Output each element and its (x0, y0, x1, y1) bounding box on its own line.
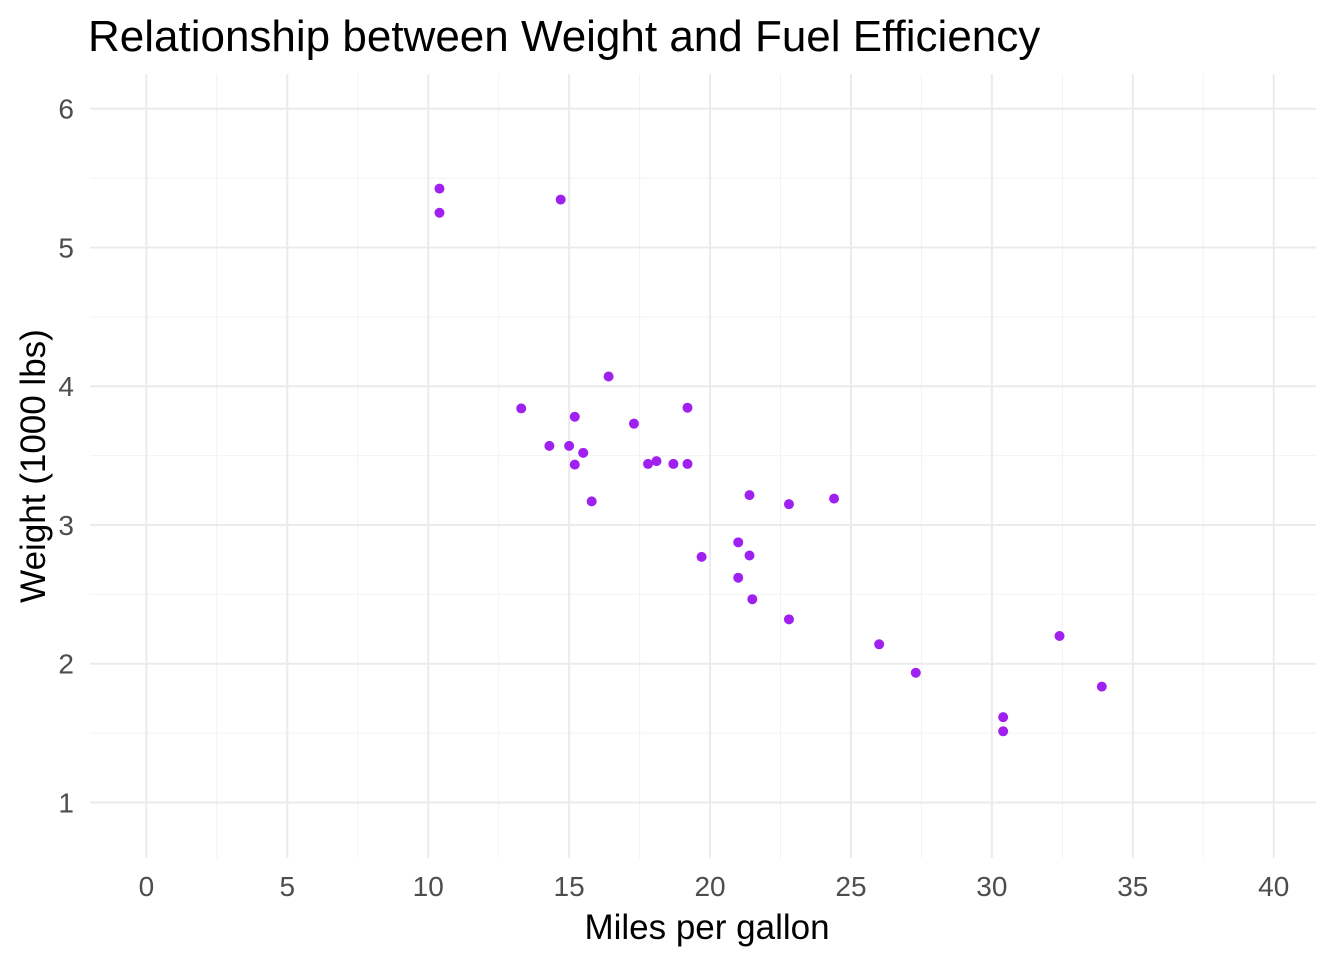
data-point (747, 594, 758, 605)
data-point (783, 614, 794, 625)
data-point (998, 712, 1009, 723)
data-point (1096, 681, 1107, 692)
data-point (1054, 630, 1065, 641)
data-point (516, 403, 527, 414)
data-point (998, 726, 1009, 737)
data-point (733, 537, 744, 548)
x-axis-title: Miles per gallon (584, 908, 829, 947)
data-point (651, 456, 662, 467)
x-tick-label: 25 (835, 871, 866, 902)
data-point (733, 572, 744, 583)
data-point (682, 402, 693, 413)
data-point (744, 550, 755, 561)
x-tick-label: 15 (554, 871, 585, 902)
y-tick-label: 5 (58, 232, 74, 263)
data-point (564, 440, 575, 451)
x-tick-label: 0 (139, 871, 155, 902)
data-point (744, 490, 755, 501)
y-tick-labels: 1 2 3 4 5 6 (58, 94, 74, 819)
x-tick-label: 35 (1117, 871, 1148, 902)
data-point (555, 194, 566, 205)
data-points (434, 183, 1107, 737)
y-tick-label: 3 (58, 510, 74, 541)
data-point (628, 418, 639, 429)
data-point (874, 639, 885, 650)
data-point (696, 551, 707, 562)
x-tick-label: 5 (279, 871, 295, 902)
data-point (434, 183, 445, 194)
x-tick-label: 30 (976, 871, 1007, 902)
x-tick-labels: 0 5 10 15 20 25 30 35 40 (139, 871, 1290, 902)
y-axis-title: Weight (1000 lbs) (14, 329, 53, 603)
x-tick-label: 20 (694, 871, 725, 902)
data-point (569, 411, 580, 422)
x-tick-label: 40 (1258, 871, 1289, 902)
data-point (783, 499, 794, 510)
y-tick-label: 2 (58, 649, 74, 680)
y-tick-label: 4 (58, 371, 74, 402)
data-point (569, 459, 580, 470)
x-tick-label: 10 (413, 871, 444, 902)
data-point (682, 458, 693, 469)
data-point (829, 493, 840, 504)
grid (90, 74, 1316, 858)
y-tick-label: 1 (58, 787, 74, 818)
data-point (603, 371, 614, 382)
data-point (668, 458, 679, 469)
data-point (578, 447, 589, 458)
y-tick-label: 6 (58, 94, 74, 125)
data-point (643, 458, 654, 469)
chart-title: Relationship between Weight and Fuel Eff… (88, 12, 1040, 61)
data-point (544, 440, 555, 451)
data-point (910, 667, 921, 678)
data-point (586, 496, 597, 507)
data-point (434, 207, 445, 218)
